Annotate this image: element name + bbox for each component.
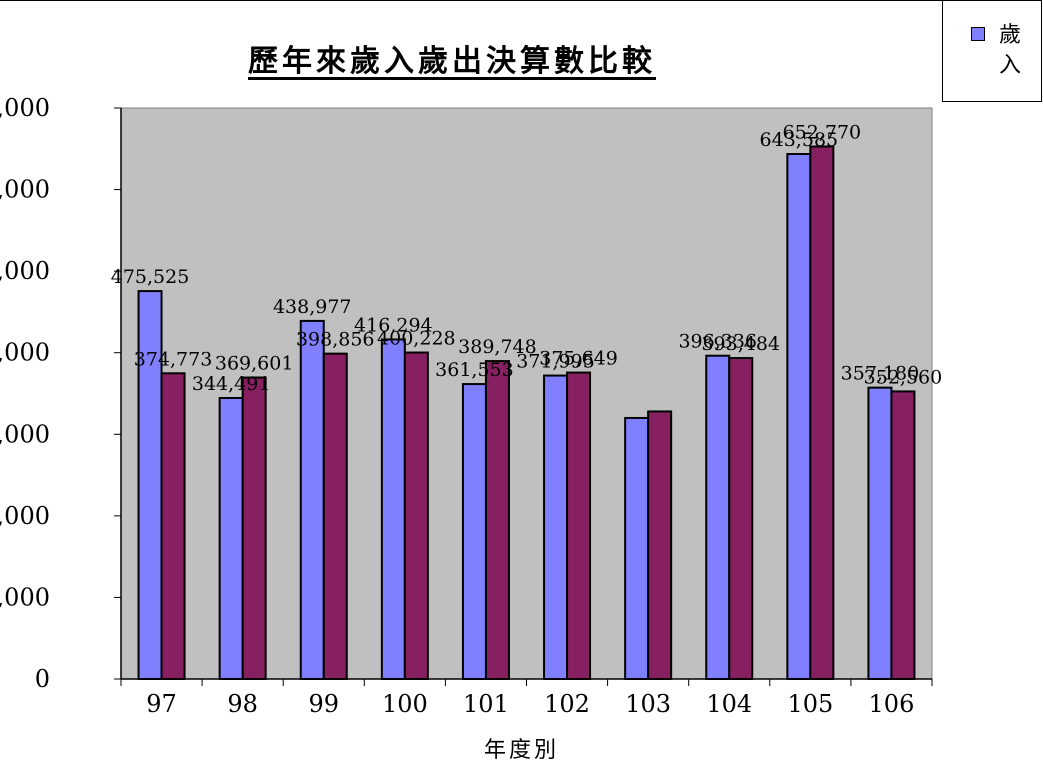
- bar-expenditure: [566, 371, 592, 680]
- y-tick-label: 0,000: [0, 420, 50, 448]
- y-tick-label: 0,000: [0, 257, 50, 285]
- bar-expenditure: [322, 352, 348, 680]
- x-axis-title: 年度別: [484, 738, 560, 763]
- bar-expenditure: [484, 360, 510, 680]
- x-tick-label: 101: [463, 690, 509, 718]
- bar-income: [461, 383, 487, 680]
- bar-income: [624, 416, 650, 680]
- y-tick-label: 0,000: [0, 176, 50, 204]
- data-label-expenditure: 393,484: [701, 333, 780, 355]
- x-tick-label: 106: [869, 690, 915, 718]
- data-label-income: 361,553: [435, 359, 514, 381]
- bar-expenditure: [160, 372, 186, 680]
- bar-income: [299, 319, 325, 680]
- y-tick-label: 0: [35, 665, 50, 693]
- data-label-income: 643,585: [760, 129, 839, 151]
- bar-expenditure: [890, 390, 916, 680]
- y-tick-label: 0,000: [0, 94, 50, 122]
- y-tick-label: 0,000: [0, 583, 50, 611]
- x-tick-label: 98: [227, 690, 258, 718]
- data-label-income: 357,180: [841, 363, 920, 385]
- x-tick-label: 99: [308, 690, 339, 718]
- bar-income: [543, 374, 569, 680]
- data-label-expenditure: 352,560: [864, 366, 943, 388]
- data-label-income: 396,336: [678, 331, 757, 353]
- chart-title: 歷年來歲入歲出決算數比較: [248, 44, 656, 79]
- bar-expenditure: [809, 145, 835, 680]
- bar-expenditure: [241, 376, 267, 680]
- bar-expenditure: [647, 410, 673, 680]
- y-tick-label: 0,000: [0, 502, 50, 530]
- data-label-income: 475,525: [111, 266, 190, 288]
- top-rule: [0, 0, 942, 1]
- x-tick-label: 100: [382, 690, 428, 718]
- data-label-expenditure: 652,770: [783, 122, 862, 144]
- data-label-expenditure: 389,748: [458, 336, 537, 358]
- bar-income: [218, 396, 244, 680]
- bar-income: [867, 386, 893, 680]
- data-label-expenditure: 375,649: [539, 348, 618, 370]
- bar-expenditure: [403, 351, 429, 680]
- legend-label-income: 歲入: [999, 23, 1022, 78]
- data-label-expenditure: 400,228: [377, 328, 456, 350]
- x-tick-label: 103: [625, 690, 671, 718]
- data-label-expenditure: 398,856: [296, 329, 375, 351]
- bar-income: [786, 153, 812, 681]
- legend-swatch-income: [971, 27, 985, 41]
- data-label-expenditure: 369,601: [215, 353, 294, 375]
- data-label-expenditure: 374,773: [134, 348, 213, 370]
- legend: 歲入: [942, 0, 1042, 102]
- x-tick-label: 97: [146, 690, 177, 718]
- x-tick-label: 105: [787, 690, 833, 718]
- data-label-income: 344,491: [192, 373, 271, 395]
- x-tick-label: 104: [706, 690, 752, 718]
- data-label-income: 371,995: [516, 351, 595, 373]
- bar-income: [380, 338, 406, 680]
- x-tick-label: 102: [544, 690, 590, 718]
- bar-income: [705, 354, 731, 680]
- data-label-income: 416,294: [354, 314, 433, 336]
- bar-expenditure: [728, 357, 754, 680]
- data-label-income: 438,977: [273, 296, 352, 318]
- y-tick-label: 0,000: [0, 339, 50, 367]
